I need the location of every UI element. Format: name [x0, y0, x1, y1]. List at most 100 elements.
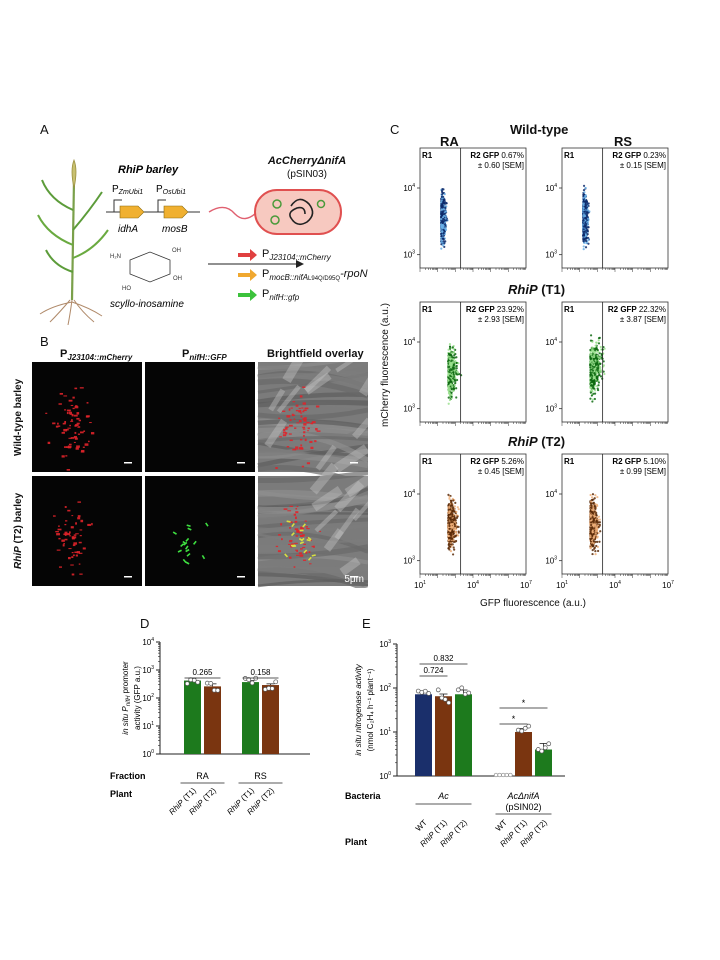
data-point: [269, 686, 275, 691]
micrograph-r1-c3: [257, 362, 368, 491]
panel-label-d: D: [140, 616, 150, 631]
data-point: [215, 688, 221, 693]
y-tick-label: 103: [403, 556, 415, 566]
flow-plot-wt-ra: R1 R2 GFP 0.67%± 0.60 [SEM] 103 104: [403, 147, 527, 272]
y-tick-label: 102: [379, 683, 391, 693]
category-label: WT: [494, 818, 509, 833]
y-tick-label: 103: [142, 665, 154, 675]
flow-col-ra: RA: [440, 134, 459, 149]
plant-title: RhiP barley: [118, 164, 179, 176]
category-label: WT: [414, 818, 429, 833]
gate-r1-label: R1: [564, 457, 575, 466]
flow-xlabel: GFP fluorescence (a.u.): [480, 598, 586, 609]
data-point: [497, 772, 502, 778]
data-point: [493, 772, 499, 778]
svg-text:H₂N: H₂N: [110, 254, 121, 260]
bar-2: [435, 696, 452, 776]
plant-row-label: Plant: [110, 789, 132, 799]
arrow-right-icon: [296, 260, 304, 268]
y-tick-label: 104: [545, 183, 557, 193]
micrograph-r1-c2: [145, 362, 255, 472]
y-tick-label: 103: [545, 250, 557, 260]
x-tick-label: 107: [662, 580, 674, 590]
row-label-wildtype: Wild-type barley: [13, 378, 24, 456]
micrograph-r2-c1: [32, 476, 142, 586]
data-point: [446, 700, 452, 706]
panel-label-e: E: [362, 616, 371, 631]
bacteria-label: AcΔnifA: [506, 791, 539, 801]
data-point: [466, 690, 472, 696]
significance-star: *: [512, 714, 516, 724]
construct-mcherry: PJ23104::mCherry: [262, 248, 331, 263]
x-tick-label: 107: [520, 580, 532, 590]
chart-d-ylabel-line2: activity (GFP a.u.): [133, 666, 142, 730]
sem-label: ± 0.15 [SEM]: [620, 161, 666, 170]
construct-gfp: PnifH::gfp: [262, 288, 300, 303]
data-point: [426, 691, 432, 696]
x-tick-label: 101: [556, 580, 568, 590]
gene-mosB: mosB: [162, 224, 188, 235]
sem-label: ± 0.60 [SEM]: [478, 161, 524, 170]
bar-6: [535, 749, 552, 776]
y-tick-label: 104: [403, 337, 415, 347]
data-point: [504, 772, 509, 778]
sem-label: ± 3.87 [SEM]: [620, 315, 666, 324]
panel-label-a: A: [40, 122, 49, 137]
flow-plot-t1-rs: R1 R2 GFP 22.32%± 3.87 [SEM] 103 104: [545, 301, 669, 426]
data-point: [422, 688, 428, 694]
gate-r2-label: R2 GFP 5.10%: [612, 457, 666, 466]
micrograph-r2-c2: [145, 476, 255, 586]
y-tick-label: 102: [142, 693, 154, 703]
scale-bar: [237, 576, 245, 578]
panel-label-b: B: [40, 334, 49, 349]
fraction-label: RA: [196, 771, 209, 781]
row-label-rhip-t2: RhiP (T2) barley: [13, 492, 24, 570]
data-point: [522, 725, 528, 731]
strain-subtitle: (pSIN03): [286, 169, 327, 180]
gate-r1-label: R1: [422, 457, 433, 466]
p-value: 0.832: [433, 654, 454, 663]
chart-e-ylabel: in situ nitrogenase activity: [354, 663, 363, 756]
sem-label: ± 0.99 [SEM]: [620, 467, 666, 476]
construct-arrow-green-icon: [238, 289, 257, 301]
data-point: [195, 679, 201, 685]
chart-e-ylabel-line2: (nmol C₂H₄ h⁻¹ plant⁻¹): [366, 668, 375, 751]
gate-r1-label: R1: [422, 151, 433, 160]
gene-idhA: idhA: [118, 224, 138, 235]
y-tick-label: 100: [379, 771, 391, 781]
idhA-gene-icon: [119, 205, 145, 219]
bar-2: [204, 686, 221, 754]
flow-title-wildtype: Wild-type: [510, 122, 569, 137]
data-point: [435, 687, 441, 693]
data-point: [442, 697, 448, 702]
bacteria-row-label: Bacteria: [345, 791, 382, 801]
chart-e: 100 101 102 103 in situ nitrogenase activity…: [345, 639, 565, 849]
data-point: [459, 685, 465, 691]
construct-arrow-red-icon: [238, 249, 257, 261]
data-point: [455, 687, 461, 693]
scale-bar: [124, 462, 132, 464]
p-value: 0.158: [250, 668, 271, 677]
scale-bar: [350, 462, 358, 464]
gate-r2-label: R2 GFP 5.26%: [470, 457, 524, 466]
scyllo-inosamine-structure-icon: H₂N OH OH HO: [110, 248, 182, 292]
bacteria-label: Ac: [437, 791, 449, 801]
y-tick-label: 101: [379, 727, 391, 737]
flow-plot-t1-ra: R1 R2 GFP 23.92%± 2.93 [SEM] 103 104: [403, 301, 527, 426]
flow-plot-t2-rs: R1 R2 GFP 5.10%± 0.99 [SEM] 103 104 101 104 10…: [545, 453, 674, 590]
col-header-mcherry: PJ23104::mCherry: [60, 348, 133, 363]
micrograph-r1-c1: [32, 362, 142, 472]
col-header-brightfield: Brightfield overlay: [267, 348, 364, 360]
flow-cytometry-plots: R1 R2 GFP 0.67%± 0.60 [SEM] 103 104 R1 R2 GFP…: [403, 147, 674, 590]
gate-r1-label: R1: [564, 305, 575, 314]
scale-bar-label: 5μm: [344, 574, 364, 585]
fraction-row-label: Fraction: [110, 771, 146, 781]
panel-label-c: C: [390, 122, 400, 137]
construct-arrow-orange-icon: [238, 269, 257, 281]
x-tick-label: 104: [467, 580, 479, 590]
svg-text:HO: HO: [122, 286, 131, 292]
svg-text:POsUbi1: POsUbi1: [156, 184, 186, 196]
micrograph-r2-c3: [257, 444, 368, 588]
micrograph-grid: 5μm: [32, 362, 368, 588]
data-point: [526, 723, 532, 729]
